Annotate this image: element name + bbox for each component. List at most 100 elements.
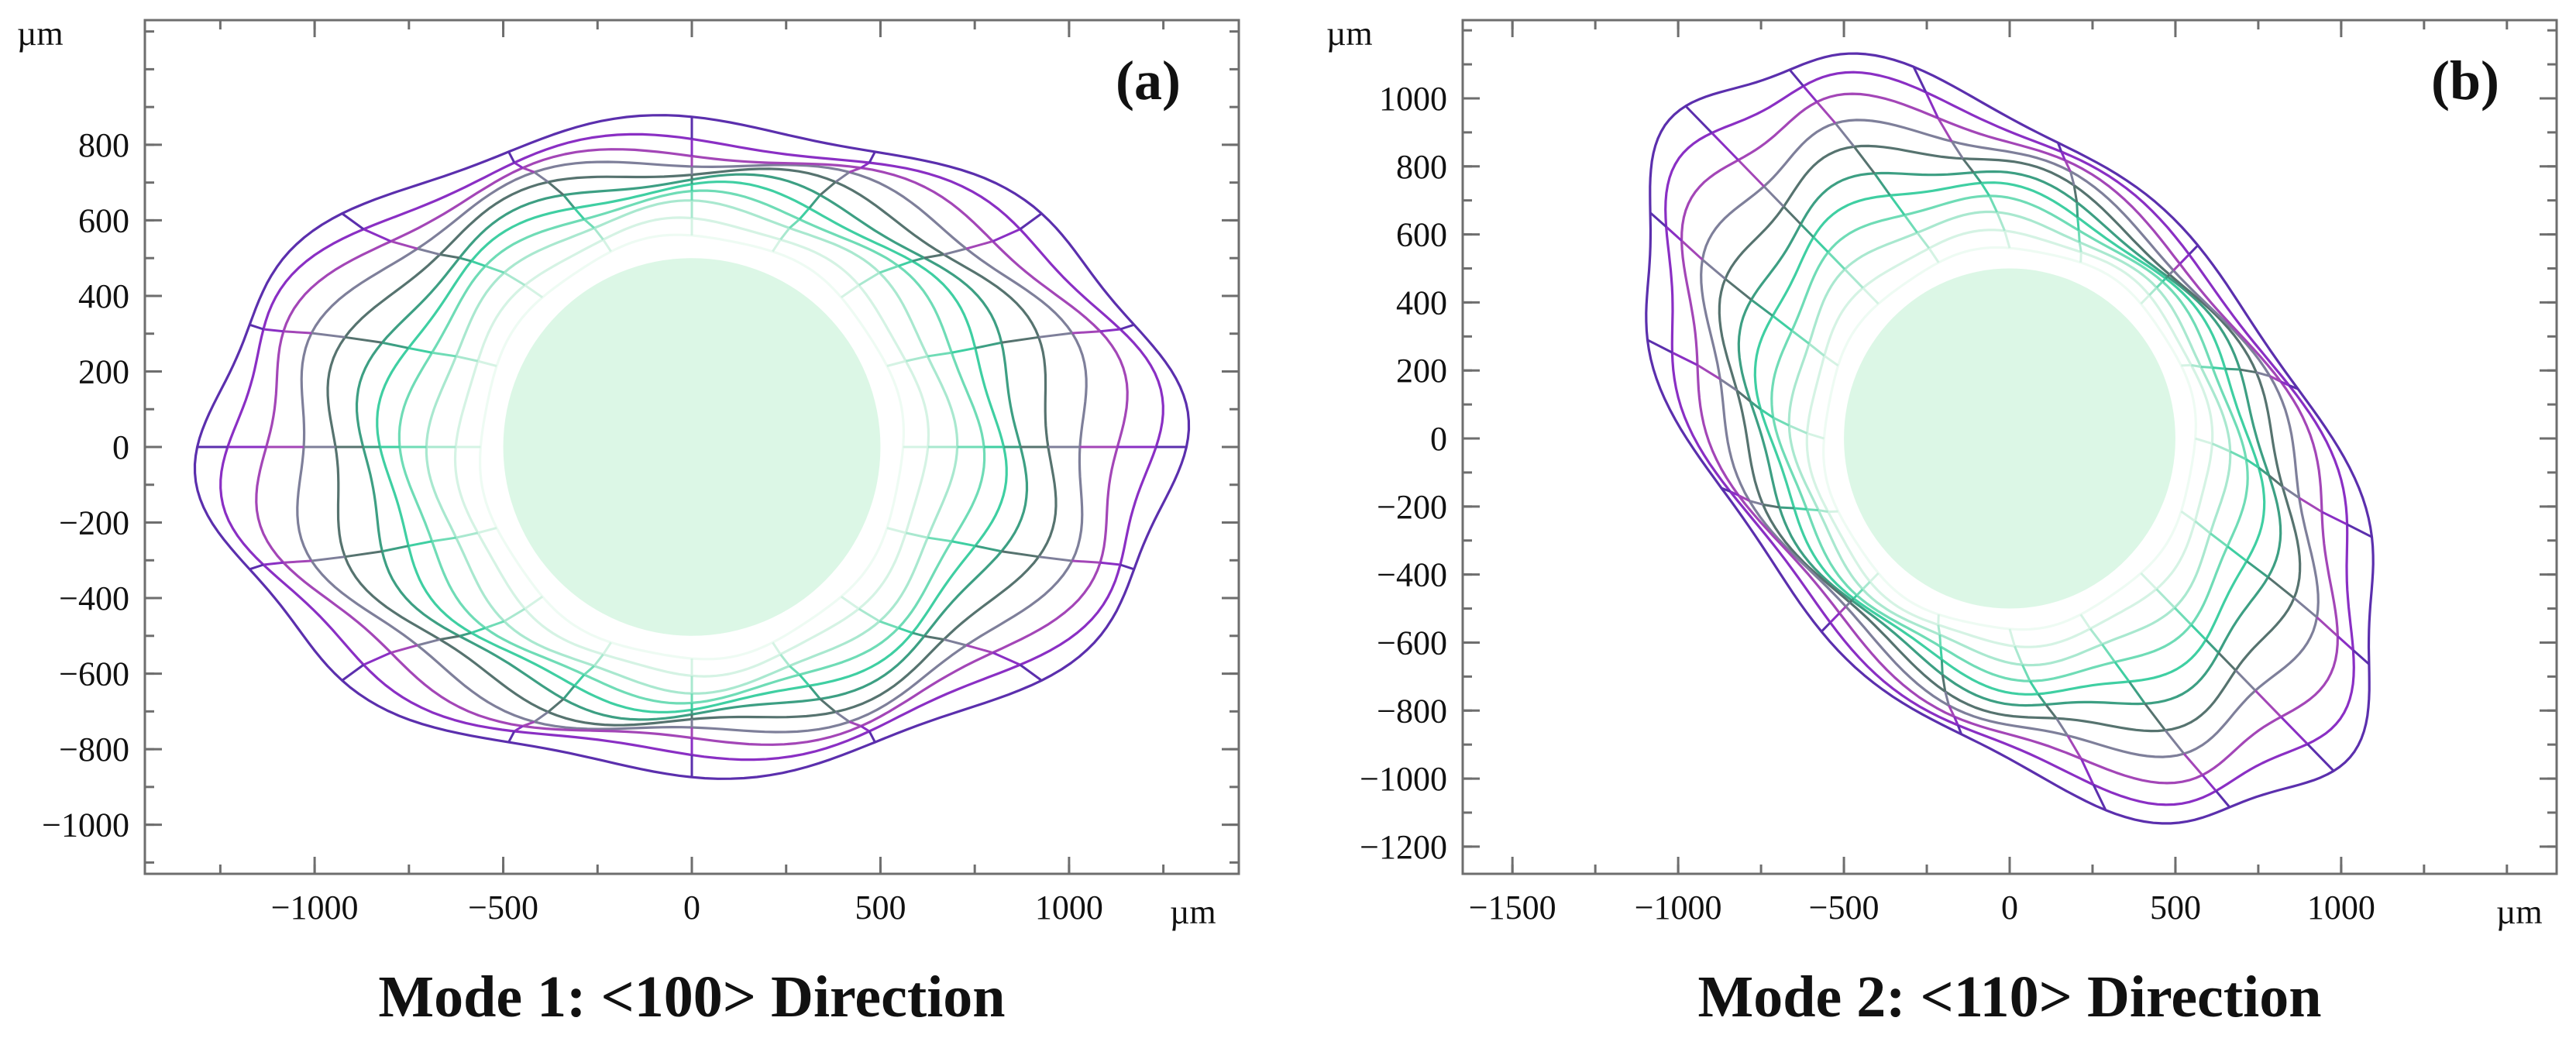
a-spoke [459, 256, 472, 263]
b-spoke [1808, 342, 1825, 357]
b-spoke [2289, 384, 2299, 390]
b-spoke [1788, 424, 1808, 435]
b-spoke [1749, 500, 1763, 506]
a-spoke [249, 323, 264, 331]
b-spoke [2180, 510, 2196, 522]
b-spoke [2293, 596, 2318, 619]
a-ytick-label: 600 [78, 201, 129, 239]
a-spoke [522, 720, 535, 727]
b-ytick-label: 1000 [1379, 80, 1447, 118]
b-spoke [2195, 437, 2213, 445]
b-spoke [2234, 669, 2257, 692]
a-spoke [311, 332, 346, 339]
a-spoke [390, 240, 418, 250]
a-spoke [879, 620, 899, 630]
panel-a: −1000 −500 0 500 1000 −1000 −800 −600 −400 −200 0 2… [17, 15, 1240, 1030]
b-spoke [1937, 624, 1941, 635]
b-spoke [1862, 287, 1880, 305]
a-spoke [1019, 212, 1043, 231]
b-spoke [1828, 510, 1838, 514]
a-spoke [456, 355, 479, 363]
a-spoke [808, 194, 821, 209]
panel-b-contours [1645, 52, 2375, 825]
a-spoke [798, 207, 810, 221]
b-spoke [2003, 230, 2011, 249]
b-spoke [2256, 371, 2271, 377]
b-spoke [1729, 490, 1739, 497]
a-xtick-label: −500 [468, 889, 538, 927]
b-spoke [2148, 287, 2158, 297]
a-spoke [263, 328, 284, 333]
a-spoke [819, 180, 837, 196]
b-spoke [1937, 614, 1940, 625]
a-spoke [1099, 328, 1121, 333]
a-spoke [879, 264, 899, 274]
b-spoke [2079, 252, 2082, 263]
b-spoke [1950, 140, 1964, 160]
b-spoke [2225, 367, 2241, 371]
b-spoke [2045, 703, 2058, 720]
a-spoke [363, 228, 392, 242]
b-spoke [2089, 627, 2103, 645]
b-spoke [2060, 151, 2066, 161]
a-spoke [860, 725, 870, 733]
a-spoke [840, 284, 860, 299]
b-spoke [2181, 363, 2192, 367]
b-spoke [1962, 157, 1975, 174]
b-spoke [1807, 508, 1819, 512]
b-spoke [1834, 122, 1855, 148]
a-spoke [772, 641, 782, 655]
a-spoke [1001, 335, 1039, 344]
a-spoke [562, 685, 576, 700]
b-spoke [2162, 277, 2167, 283]
b-spoke [1916, 232, 1931, 249]
b-spoke [2194, 520, 2211, 535]
a-ytick-label: 400 [78, 277, 129, 315]
b-spoke [1948, 705, 1955, 717]
b-spoke [2164, 729, 2186, 755]
a-spoke [819, 698, 837, 713]
a-spoke [432, 351, 456, 358]
b-growth-front-1 [1822, 246, 2197, 631]
a-spoke [507, 731, 516, 743]
b-spoke [2037, 693, 2047, 706]
b-spoke [1773, 416, 1790, 427]
b-spoke [1940, 659, 1944, 676]
a-spoke [283, 330, 312, 335]
b-spoke [2346, 523, 2373, 538]
a-spoke [381, 341, 409, 349]
a-spoke [390, 644, 418, 654]
b-spoke [1790, 329, 1811, 345]
b-spoke [2268, 474, 2284, 488]
b-spoke [2008, 628, 2016, 647]
a-spoke [249, 563, 264, 571]
a-spoke [573, 673, 586, 687]
a-spoke [975, 341, 1003, 349]
b-xtick-label: 1000 [2307, 889, 2375, 927]
b-spoke [2205, 638, 2220, 654]
b-spoke [1737, 159, 1765, 187]
b-spoke [2128, 680, 2146, 705]
b-spoke [1939, 646, 1943, 660]
a-spoke [345, 550, 383, 559]
b-spoke [2321, 511, 2348, 526]
panel-b-y-unit: µm [1326, 15, 1373, 53]
b-spoke [2306, 743, 2335, 772]
a-spoke [905, 531, 928, 539]
panel-a-tick-labels: −1000 −500 0 500 1000 −1000 −800 −600 −400 −200 0 2… [42, 126, 1103, 927]
b-spoke [1788, 69, 1804, 88]
b-ytick-label: −1200 [1360, 828, 1447, 866]
a-spoke [975, 545, 1003, 553]
b-spoke [1912, 66, 1928, 93]
b-xtick-label: 500 [2150, 889, 2201, 927]
a-spoke [593, 653, 604, 667]
a-spoke [503, 607, 526, 623]
b-spoke [2165, 275, 2168, 280]
b-spoke [2254, 689, 2282, 718]
b-spoke [2078, 242, 2082, 253]
b-spoke [2269, 375, 2282, 383]
a-spoke [363, 651, 392, 666]
a-spoke [459, 631, 472, 638]
b-spoke [1719, 378, 1738, 392]
panel-b-ticks [1463, 20, 2557, 874]
